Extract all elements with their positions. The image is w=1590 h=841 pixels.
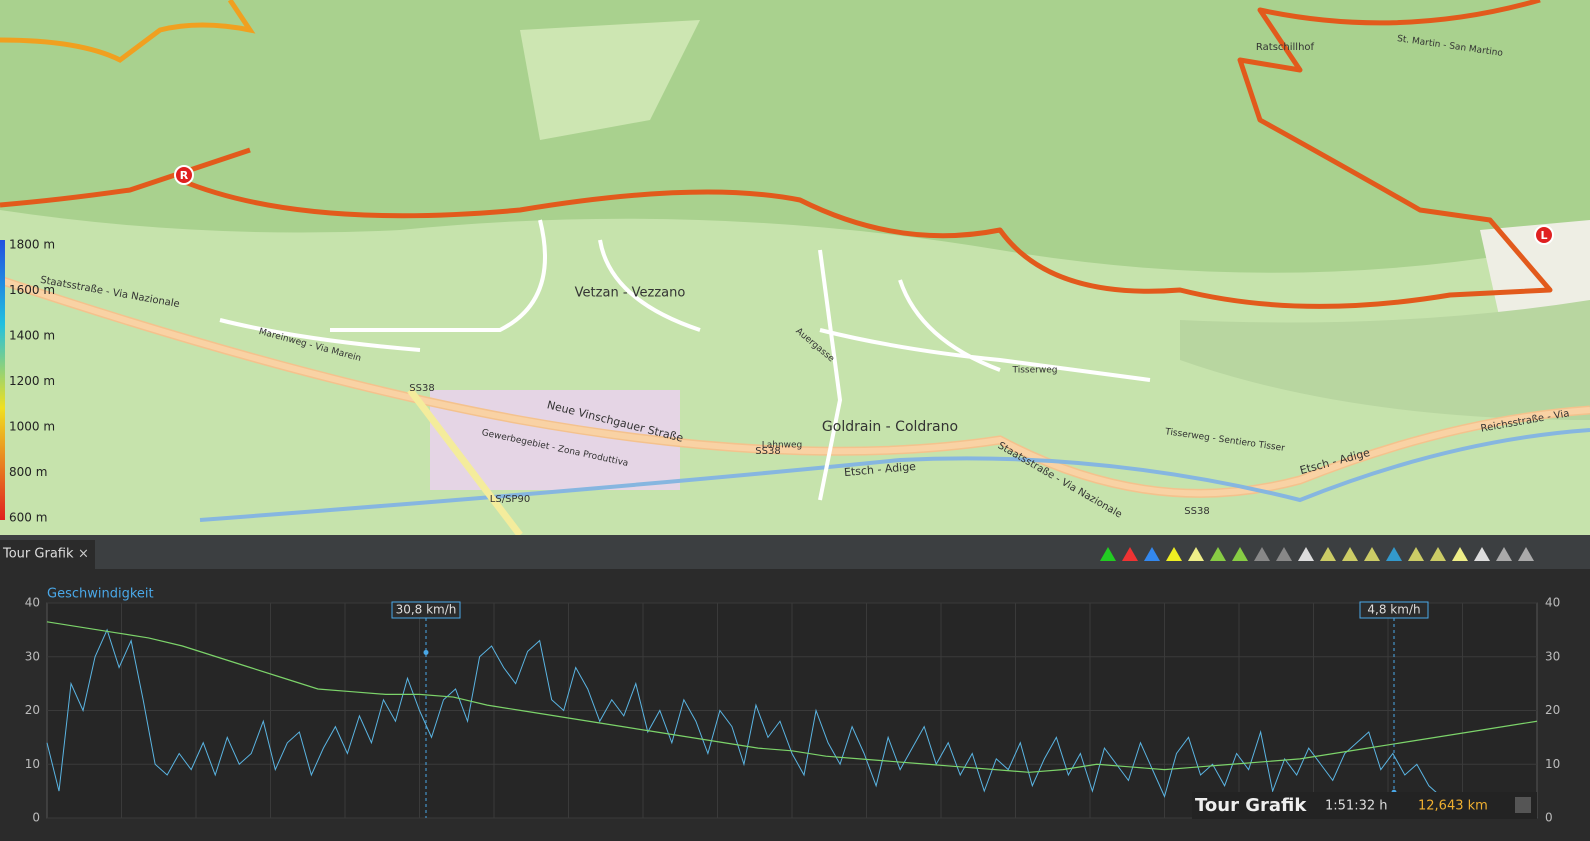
elevation-label: 800 m — [9, 465, 47, 479]
series-line — [46, 628, 1538, 819]
toolbar-button[interactable] — [1452, 547, 1468, 561]
marker-point — [423, 649, 429, 655]
toolbar-button[interactable] — [1276, 547, 1292, 561]
map-label: SS38 — [755, 446, 780, 457]
tab-bar — [0, 535, 1590, 569]
y2-tick-label: 20 — [1545, 703, 1560, 717]
toolbar-button[interactable] — [1364, 547, 1380, 561]
toolbar-button[interactable] — [1100, 547, 1116, 561]
marker-label: 30,8 km/h — [396, 603, 457, 617]
elevation-label: 1400 m — [9, 329, 55, 343]
toolbar — [1100, 547, 1534, 561]
footer-time: 1:51:32 h — [1325, 799, 1388, 814]
toolbar-button[interactable] — [1320, 547, 1336, 561]
elevation-label: 1000 m — [9, 420, 55, 434]
marker-label: 4,8 km/h — [1367, 603, 1420, 617]
y2-tick-label: 10 — [1545, 757, 1560, 771]
chart-title: Geschwindigkeit — [47, 587, 154, 602]
toolbar-button[interactable] — [1210, 547, 1226, 561]
footer-distance: 12,643 km — [1418, 799, 1488, 814]
toolbar-button[interactable] — [1188, 547, 1204, 561]
toolbar-button[interactable] — [1496, 547, 1512, 561]
toolbar-button[interactable] — [1518, 547, 1534, 561]
y2-tick-label: 30 — [1545, 649, 1560, 663]
toolbar-button[interactable] — [1408, 547, 1424, 561]
map-label: Goldrain - Coldrano — [822, 419, 958, 435]
marker-box — [391, 601, 461, 619]
map-label: Etsch - Adige — [843, 460, 916, 479]
toolbar-button[interactable] — [1474, 547, 1490, 561]
y-tick-label: 10 — [25, 757, 40, 771]
toolbar-button[interactable] — [1342, 547, 1358, 561]
map-label: Vetzan - Vezzano — [575, 286, 686, 301]
map: R L — [0, 0, 1590, 538]
y2-tick-label: 0 — [1545, 811, 1553, 825]
map-label: Lahnweg — [762, 441, 803, 451]
elevation-label: 1200 m — [9, 374, 55, 388]
toolbar-button[interactable] — [1430, 547, 1446, 561]
elevation-label: 1800 m — [9, 238, 55, 252]
y2-tick-label: 40 — [1545, 596, 1560, 610]
toolbar-button[interactable] — [1386, 547, 1402, 561]
marker-box — [1359, 601, 1429, 619]
elevation-label: 600 m — [9, 511, 47, 525]
y-tick-label: 0 — [32, 811, 40, 825]
toolbar-button[interactable] — [1166, 547, 1182, 561]
map-marker: L — [1540, 229, 1547, 242]
map-label: LS/SP90 — [490, 494, 530, 505]
elevation-scale: 1800 m 1600 m 1400 m 1200 m 1000 m 800 m 600 m — [9, 238, 55, 525]
toolbar-button[interactable] — [1298, 547, 1314, 561]
map-label: Ratschillhof — [1256, 42, 1315, 53]
map-label: SS38 — [409, 383, 434, 394]
toolbar-button[interactable] — [1144, 547, 1160, 561]
toolbar-button[interactable] — [1254, 547, 1270, 561]
tab-title[interactable]: Tour Grafik — [2, 547, 74, 562]
map-label: SS38 — [1184, 506, 1209, 517]
y-tick-label: 30 — [25, 649, 40, 663]
y-tick-label: 20 — [25, 703, 40, 717]
footer-title: Tour Grafik — [1195, 795, 1307, 816]
footer-close[interactable] — [1515, 797, 1531, 813]
tab[interactable] — [0, 540, 95, 569]
elevation-label: 1600 m — [9, 283, 55, 297]
chart: 0 0 10 10 20 20 30 30 40 40 30,8 km/h 4,8 km/h — [25, 596, 1561, 825]
toolbar-button[interactable] — [1232, 547, 1248, 561]
map-label: Tisserweg — [1012, 366, 1058, 376]
series-line — [46, 621, 1538, 773]
map-marker: R — [180, 169, 189, 182]
y-tick-label: 40 — [25, 596, 40, 610]
footer — [1192, 792, 1537, 819]
tab-close[interactable]: × — [78, 547, 89, 562]
toolbar-button[interactable] — [1122, 547, 1138, 561]
